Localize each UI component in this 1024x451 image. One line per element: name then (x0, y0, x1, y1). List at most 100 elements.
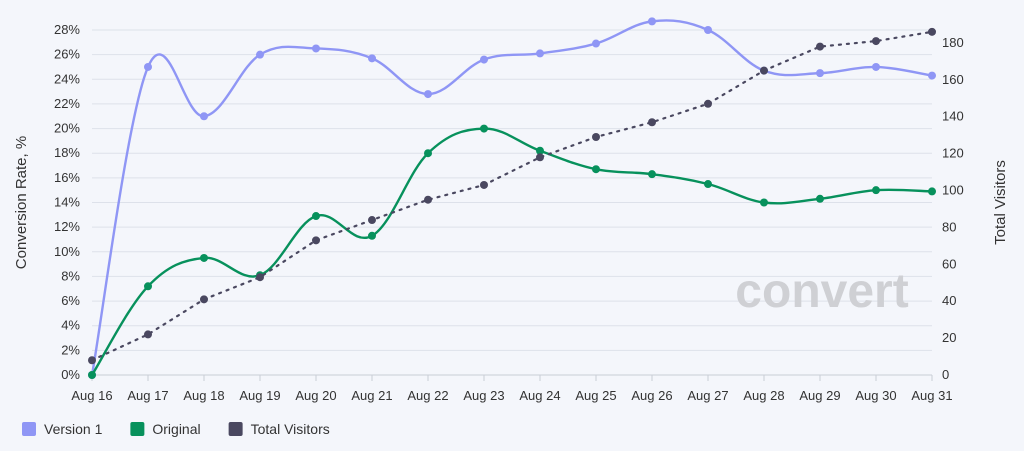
version-1-point (928, 71, 936, 80)
total-visitors-point (928, 27, 936, 36)
total-visitors-point (200, 295, 208, 304)
y-right-tick-label: 40 (942, 293, 956, 308)
version-1-point (368, 54, 376, 63)
legend-label-total-visitors: Total Visitors (251, 421, 330, 437)
version-1-point (592, 39, 600, 48)
version-1-point (144, 62, 152, 71)
total-visitors-point (592, 133, 600, 142)
original-point (592, 165, 600, 174)
total-visitors-point (144, 330, 152, 339)
y-right-axis-title: Total Visitors (992, 160, 1009, 245)
y-left-tick-label: 20% (54, 121, 80, 136)
axes-layer: 0% 2% 4% 6% 8% 10% 12% 14% 16% 18% 20% 22% 24% 26% 28%… (13, 22, 1009, 403)
version-1-point (256, 50, 264, 59)
y-left-tick-label: 24% (54, 71, 80, 86)
x-tick-label: Aug 24 (519, 388, 560, 403)
total-visitors-point (368, 216, 376, 225)
original-point (536, 146, 544, 155)
x-tick-label: Aug 28 (743, 388, 784, 403)
y-left-tick-label: 12% (54, 219, 80, 234)
x-tick-label: Aug 18 (183, 388, 224, 403)
y-left-tick-label: 10% (54, 244, 80, 259)
x-tick-label: Aug 25 (575, 388, 616, 403)
y-right-tick-label: 0 (942, 367, 949, 382)
version-1-point (704, 26, 712, 34)
version-1-point (424, 90, 432, 99)
y-left-tick-label: 8% (61, 268, 80, 283)
total-visitors-point (480, 180, 488, 189)
version-1-line (90, 19, 933, 376)
y-left-tick-label: 16% (54, 170, 80, 185)
x-tick-label: Aug 23 (463, 388, 504, 403)
y-left-tick-label: 18% (54, 145, 80, 160)
total-visitors-line (90, 30, 934, 362)
total-visitors-point (816, 42, 824, 51)
total-visitors-point (424, 195, 432, 204)
y-right-tick-label: 120 (942, 146, 964, 161)
y-right-tick-label: 80 (942, 219, 956, 234)
original-point (760, 198, 768, 207)
version-1-point (536, 49, 544, 58)
total-visitors-point (312, 236, 320, 245)
x-tick-label: Aug 22 (407, 388, 448, 403)
y-left-tick-label: 28% (54, 22, 80, 37)
original-point (144, 282, 152, 291)
y-right-tick-label: 20 (942, 330, 956, 345)
version-1-point (816, 69, 824, 78)
original-point (704, 180, 712, 189)
original-point (648, 170, 656, 179)
version-1-point (872, 62, 880, 71)
y-right-tick-label: 160 (942, 72, 964, 87)
y-right-tick-label: 60 (942, 256, 956, 271)
watermark-logo: convert (735, 265, 908, 318)
legend-label-version-1: Version 1 (44, 421, 103, 437)
y-left-axis-title: Conversion Rate, % (13, 136, 30, 269)
total-visitors-point (536, 153, 544, 162)
total-visitors-point (704, 99, 712, 108)
legend-label-original: Original (152, 421, 200, 437)
legend-swatch-total-visitors (228, 422, 243, 436)
x-tick-label: Aug 21 (351, 388, 392, 403)
original-point (312, 212, 320, 221)
version-1-point (480, 55, 488, 64)
legend: Version 1 Original Total Visitors (22, 421, 330, 437)
original-point (200, 253, 208, 262)
x-tick-label: Aug 31 (911, 388, 952, 403)
legend-swatch-original (130, 422, 145, 436)
x-tick-label: Aug 20 (295, 388, 336, 403)
x-tick-label: Aug 16 (71, 388, 112, 403)
original-point (424, 149, 432, 158)
original-point (816, 194, 824, 203)
watermark-text: convert (735, 265, 908, 318)
y-left-tick-label: 14% (54, 195, 80, 210)
total-visitors-point (648, 118, 656, 127)
y-left-tick-label: 22% (54, 96, 80, 111)
original-point (480, 124, 488, 133)
total-visitors-point (872, 37, 880, 46)
original-point (368, 231, 376, 240)
y-right-tick-label: 100 (942, 183, 964, 198)
legend-swatch-version-1 (22, 422, 36, 436)
original-point (88, 371, 96, 379)
series-layer (88, 17, 936, 379)
x-tick-label: Aug 26 (631, 388, 672, 403)
version-1-point (648, 17, 656, 26)
x-tick-label: Aug 17 (127, 388, 168, 403)
y-right-tick-label: 180 (942, 35, 964, 50)
y-left-tick-label: 2% (61, 342, 80, 357)
y-left-tick-label: 4% (61, 318, 80, 333)
y-right-tick-label: 140 (942, 109, 964, 124)
original-point (928, 187, 936, 196)
total-visitors-point (88, 356, 96, 365)
version-1-point (312, 44, 320, 53)
total-visitors-point (760, 66, 768, 75)
x-tick-label: Aug 29 (799, 388, 840, 403)
x-tick-label: Aug 27 (687, 388, 728, 403)
y-left-tick-label: 26% (54, 47, 80, 62)
x-tick-label: Aug 30 (855, 388, 896, 403)
original-point (872, 186, 880, 195)
y-left-tick-label: 0% (61, 367, 80, 382)
y-left-tick-label: 6% (61, 293, 80, 308)
